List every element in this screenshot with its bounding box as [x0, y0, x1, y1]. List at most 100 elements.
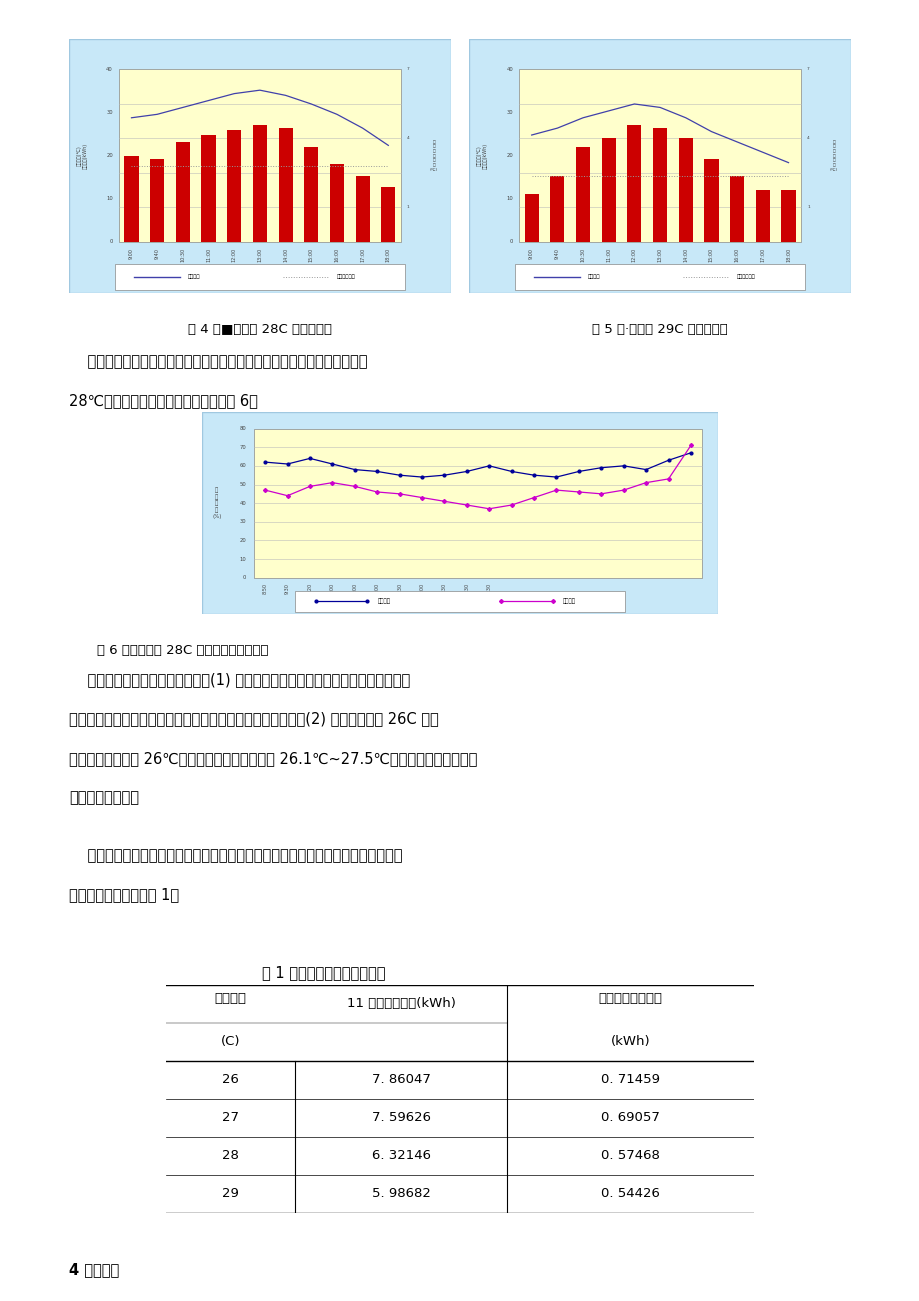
Text: 12:00: 12:00 [352, 583, 357, 597]
Text: 根据电能综合分析仪的电能积算记录，可得到设置温度与每天总耗电量及每小时平: 根据电能综合分析仪的电能积算记录，可得到设置温度与每天总耗电量及每小时平 [69, 848, 403, 864]
Text: 5. 98682: 5. 98682 [371, 1187, 430, 1200]
Bar [150, 159, 165, 242]
Text: 14:00: 14:00 [283, 248, 288, 263]
Text: 27: 27 [221, 1111, 239, 1124]
Bar [330, 164, 344, 242]
Text: (kWh): (kWh) [610, 1036, 650, 1049]
Text: 40: 40 [106, 66, 113, 72]
Text: 12:00: 12:00 [232, 248, 236, 263]
Text: 7: 7 [406, 68, 409, 72]
Text: 17:00: 17:00 [759, 248, 765, 263]
Text: 9:40: 9:40 [154, 248, 160, 259]
Text: 14:30: 14:30 [397, 583, 402, 597]
Text: 时间: 时间 [255, 269, 265, 278]
Text: 设置温度: 设置温度 [214, 991, 246, 1004]
Text: 室内湿度: 室内湿度 [377, 598, 391, 604]
Text: 9:40: 9:40 [554, 248, 560, 259]
Text: 0. 54426: 0. 54426 [601, 1187, 660, 1200]
Text: 10: 10 [505, 196, 513, 202]
Text: 20: 20 [239, 539, 246, 543]
Bar [518, 69, 800, 242]
Text: 图 5 设·温度为 29C 时测流结果: 图 5 设·温度为 29C 时测流结果 [592, 323, 727, 336]
Bar [176, 142, 189, 242]
Text: 室内温度(℃)
及耗电量(kWh): 室内温度(℃) 及耗电量(kWh) [477, 143, 487, 169]
Text: 均耗电量的关系，如表 1。: 均耗电量的关系，如表 1。 [69, 887, 179, 903]
Text: 室
外
最
高
气
温
(℃): 室 外 最 高 气 温 (℃) [829, 141, 837, 172]
Text: 室温并没有保持在 26℃附近，大部分时间都是在 26.1℃~27.5℃之间波动，其原因见以: 室温并没有保持在 26℃附近，大部分时间都是在 26.1℃~27.5℃之间波动，… [69, 751, 477, 766]
Text: 30: 30 [506, 111, 513, 114]
Bar [652, 127, 666, 242]
Text: 10:30: 10:30 [180, 248, 185, 263]
Text: 室内温度(℃)
及耗电量(kWh): 室内温度(℃) 及耗电量(kWh) [77, 143, 87, 169]
Bar [115, 264, 404, 290]
Bar [730, 177, 743, 242]
Text: 0. 69057: 0. 69057 [601, 1111, 660, 1124]
Bar [515, 264, 804, 290]
Text: 15:00: 15:00 [709, 248, 713, 263]
Bar [201, 135, 215, 242]
Text: 70: 70 [239, 445, 246, 450]
Text: 表 1 设置温度与耗电量的关系: 表 1 设置温度与耗电量的关系 [262, 965, 385, 981]
Text: 7. 59626: 7. 59626 [371, 1111, 430, 1124]
Text: 室外温度: 室外温度 [187, 275, 199, 280]
Text: 18:30: 18:30 [486, 583, 491, 597]
Text: 4 数据分析: 4 数据分析 [69, 1262, 119, 1278]
Text: 40: 40 [239, 501, 246, 506]
Text: 下数据分析部分。: 下数据分析部分。 [69, 790, 139, 805]
Bar [304, 147, 318, 242]
Text: 28℃时的相对湿度数据作为代表，见图 6。: 28℃时的相对湿度数据作为代表，见图 6。 [69, 393, 257, 409]
Text: 29: 29 [221, 1187, 239, 1200]
Text: 相
对
湿
度
(%): 相 对 湿 度 (%) [212, 488, 221, 519]
Bar [124, 156, 139, 242]
Text: 0. 71459: 0. 71459 [601, 1073, 660, 1086]
Text: 室外湿度: 室外湿度 [562, 598, 575, 604]
Text: 16:00: 16:00 [734, 248, 739, 263]
Text: 13:00: 13:00 [374, 583, 380, 597]
Text: 0. 57468: 0. 57468 [601, 1149, 660, 1162]
Bar [253, 125, 267, 242]
Text: 图 4 设■温度为 28C 时测试结果: 图 4 设■温度为 28C 时测试结果 [187, 323, 332, 336]
Text: 50: 50 [239, 481, 246, 487]
Text: 20: 20 [505, 154, 513, 159]
Bar [754, 190, 769, 242]
Text: 室
外
最
高
气
温
(℃): 室 外 最 高 气 温 (℃) [429, 141, 437, 172]
Text: 室内平均温度: 室内平均温度 [736, 275, 754, 280]
Text: 6. 32146: 6. 32146 [371, 1149, 430, 1162]
Text: 13:00: 13:00 [257, 248, 262, 263]
Text: 11:00: 11:00 [330, 583, 335, 597]
Bar [254, 428, 701, 578]
Text: 11 小时总耗电量(kWh): 11 小时总耗电量(kWh) [346, 998, 455, 1011]
Bar [119, 69, 401, 242]
Bar [627, 125, 641, 242]
Text: 15:00: 15:00 [309, 248, 313, 263]
Text: 0: 0 [509, 239, 513, 245]
Bar [550, 177, 564, 242]
Bar [380, 187, 395, 242]
Text: 图 6 设置温度为 28C 时的室内外相对湿度: 图 6 设置温度为 28C 时的室内外相对湿度 [96, 644, 267, 657]
Bar [704, 159, 718, 242]
Text: 由于四天中的室内外相对湿度变化规律极为相似，因此仅给出设置温度为: 由于四天中的室内外相对湿度变化规律极为相似，因此仅给出设置温度为 [69, 354, 367, 369]
Text: 11:00: 11:00 [206, 248, 210, 263]
Text: (C): (C) [221, 1036, 240, 1049]
Text: 40: 40 [505, 66, 513, 72]
Text: 9:30: 9:30 [285, 583, 289, 593]
Text: 室内平均温度: 室内平均温度 [336, 275, 355, 280]
Text: 4: 4 [406, 137, 409, 141]
Text: 20: 20 [106, 154, 113, 159]
Bar [295, 591, 624, 611]
Text: 11:00: 11:00 [606, 248, 610, 263]
Text: 0: 0 [243, 575, 246, 580]
Text: 15:00: 15:00 [419, 583, 424, 597]
Text: 8:50: 8:50 [262, 583, 267, 593]
Text: 7. 86047: 7. 86047 [371, 1073, 430, 1086]
Bar [524, 194, 539, 242]
Text: 14:00: 14:00 [683, 248, 687, 263]
Text: 10: 10 [239, 557, 246, 562]
Text: 18:00: 18:00 [385, 248, 391, 263]
Bar [278, 127, 292, 242]
Text: 13:00: 13:00 [657, 248, 662, 263]
Text: 16:00: 16:00 [335, 248, 339, 263]
Text: 17:00: 17:00 [359, 248, 365, 263]
Bar [227, 130, 241, 242]
Text: 10:20: 10:20 [307, 583, 312, 597]
